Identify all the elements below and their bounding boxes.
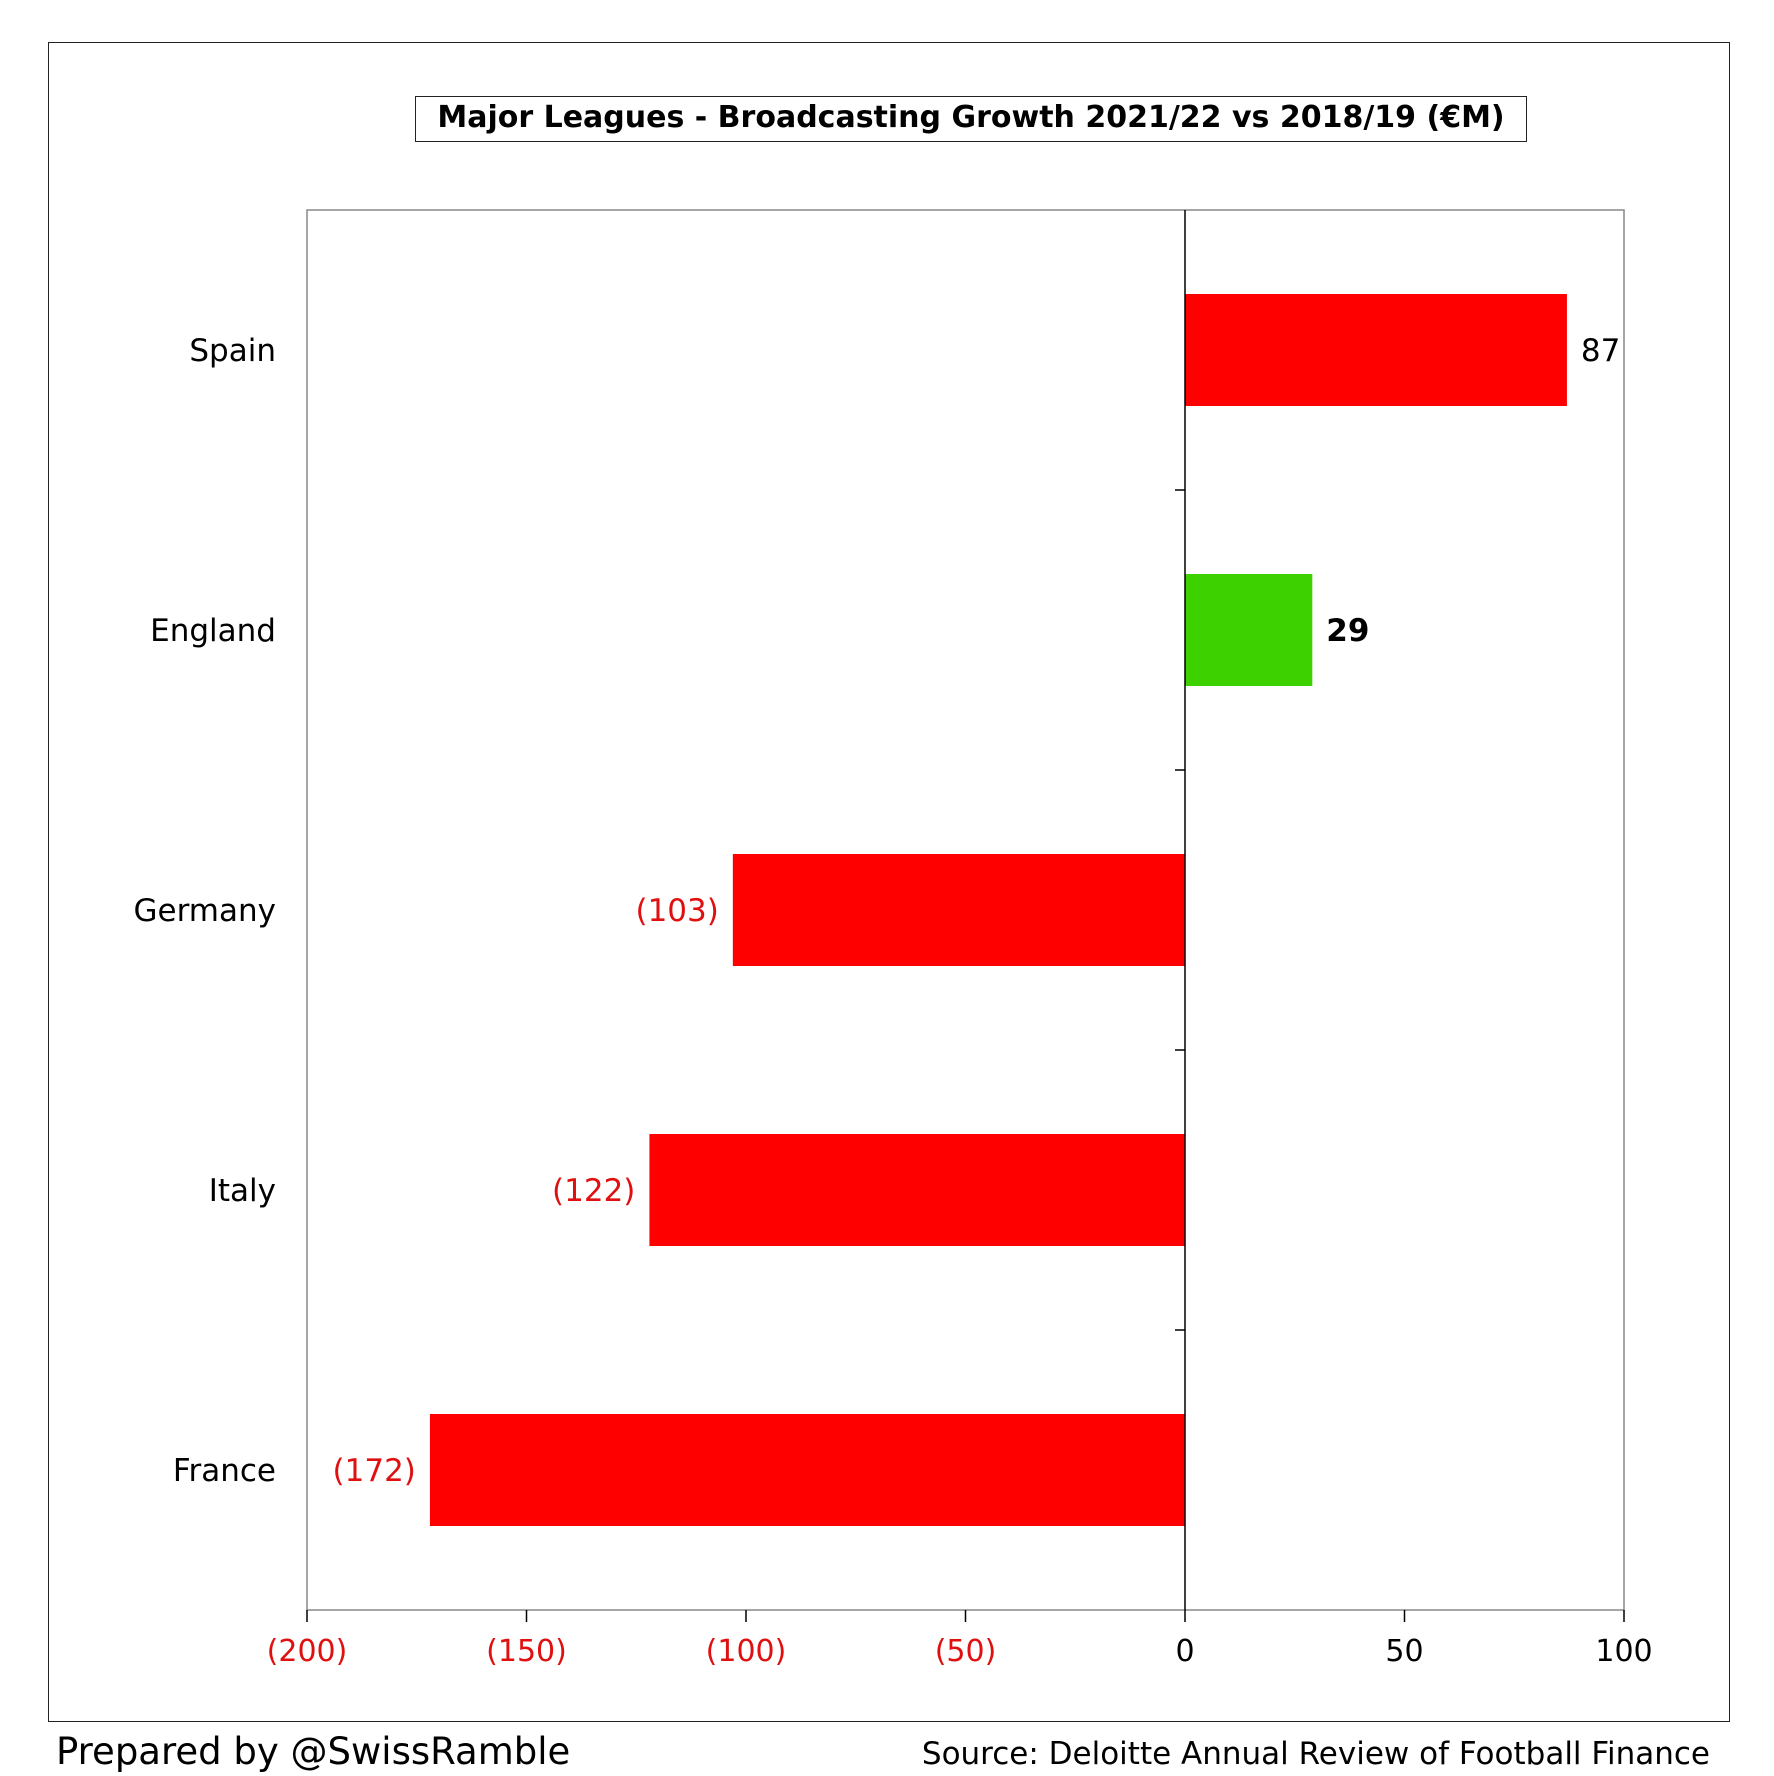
bar-germany — [732, 854, 1185, 966]
bar-italy — [649, 1134, 1185, 1246]
x-tick-label: (100) — [706, 1634, 787, 1669]
category-label: Spain — [189, 333, 276, 369]
data-label: 29 — [1326, 613, 1369, 649]
source-note: Source: Deloitte Annual Review of Footba… — [921, 1736, 1710, 1772]
bar-france — [429, 1414, 1185, 1526]
prepared-by-credit: Prepared by @SwissRamble — [56, 1730, 571, 1773]
data-label: 87 — [1581, 333, 1620, 369]
category-label: England — [150, 613, 276, 649]
labels-layer: Spain 87 England 29 Germany (103) Italy (122) Fr… — [134, 333, 1621, 1489]
axis-layer: (200) (150) (100) (50) 0 50 100 — [267, 210, 1653, 1669]
bars-layer — [429, 294, 1567, 1526]
category-label: Italy — [209, 1173, 276, 1209]
data-label: (172) — [333, 1453, 416, 1489]
x-tick-label: (50) — [935, 1634, 997, 1669]
category-label: France — [173, 1453, 276, 1489]
bar-spain — [1185, 294, 1567, 406]
x-tick-label: (200) — [267, 1634, 348, 1669]
x-tick-label: (150) — [486, 1634, 567, 1669]
data-label: (103) — [635, 893, 718, 929]
data-label: (122) — [552, 1173, 635, 1209]
x-tick-label: 50 — [1385, 1634, 1423, 1669]
chart-title: Major Leagues - Broadcasting Growth 2021… — [415, 96, 1527, 142]
category-label: Germany — [134, 893, 276, 929]
bar-england — [1185, 574, 1313, 686]
x-tick-label: 100 — [1595, 1634, 1652, 1669]
chart-frame — [48, 42, 1730, 1722]
x-tick-label: 0 — [1175, 1634, 1194, 1669]
